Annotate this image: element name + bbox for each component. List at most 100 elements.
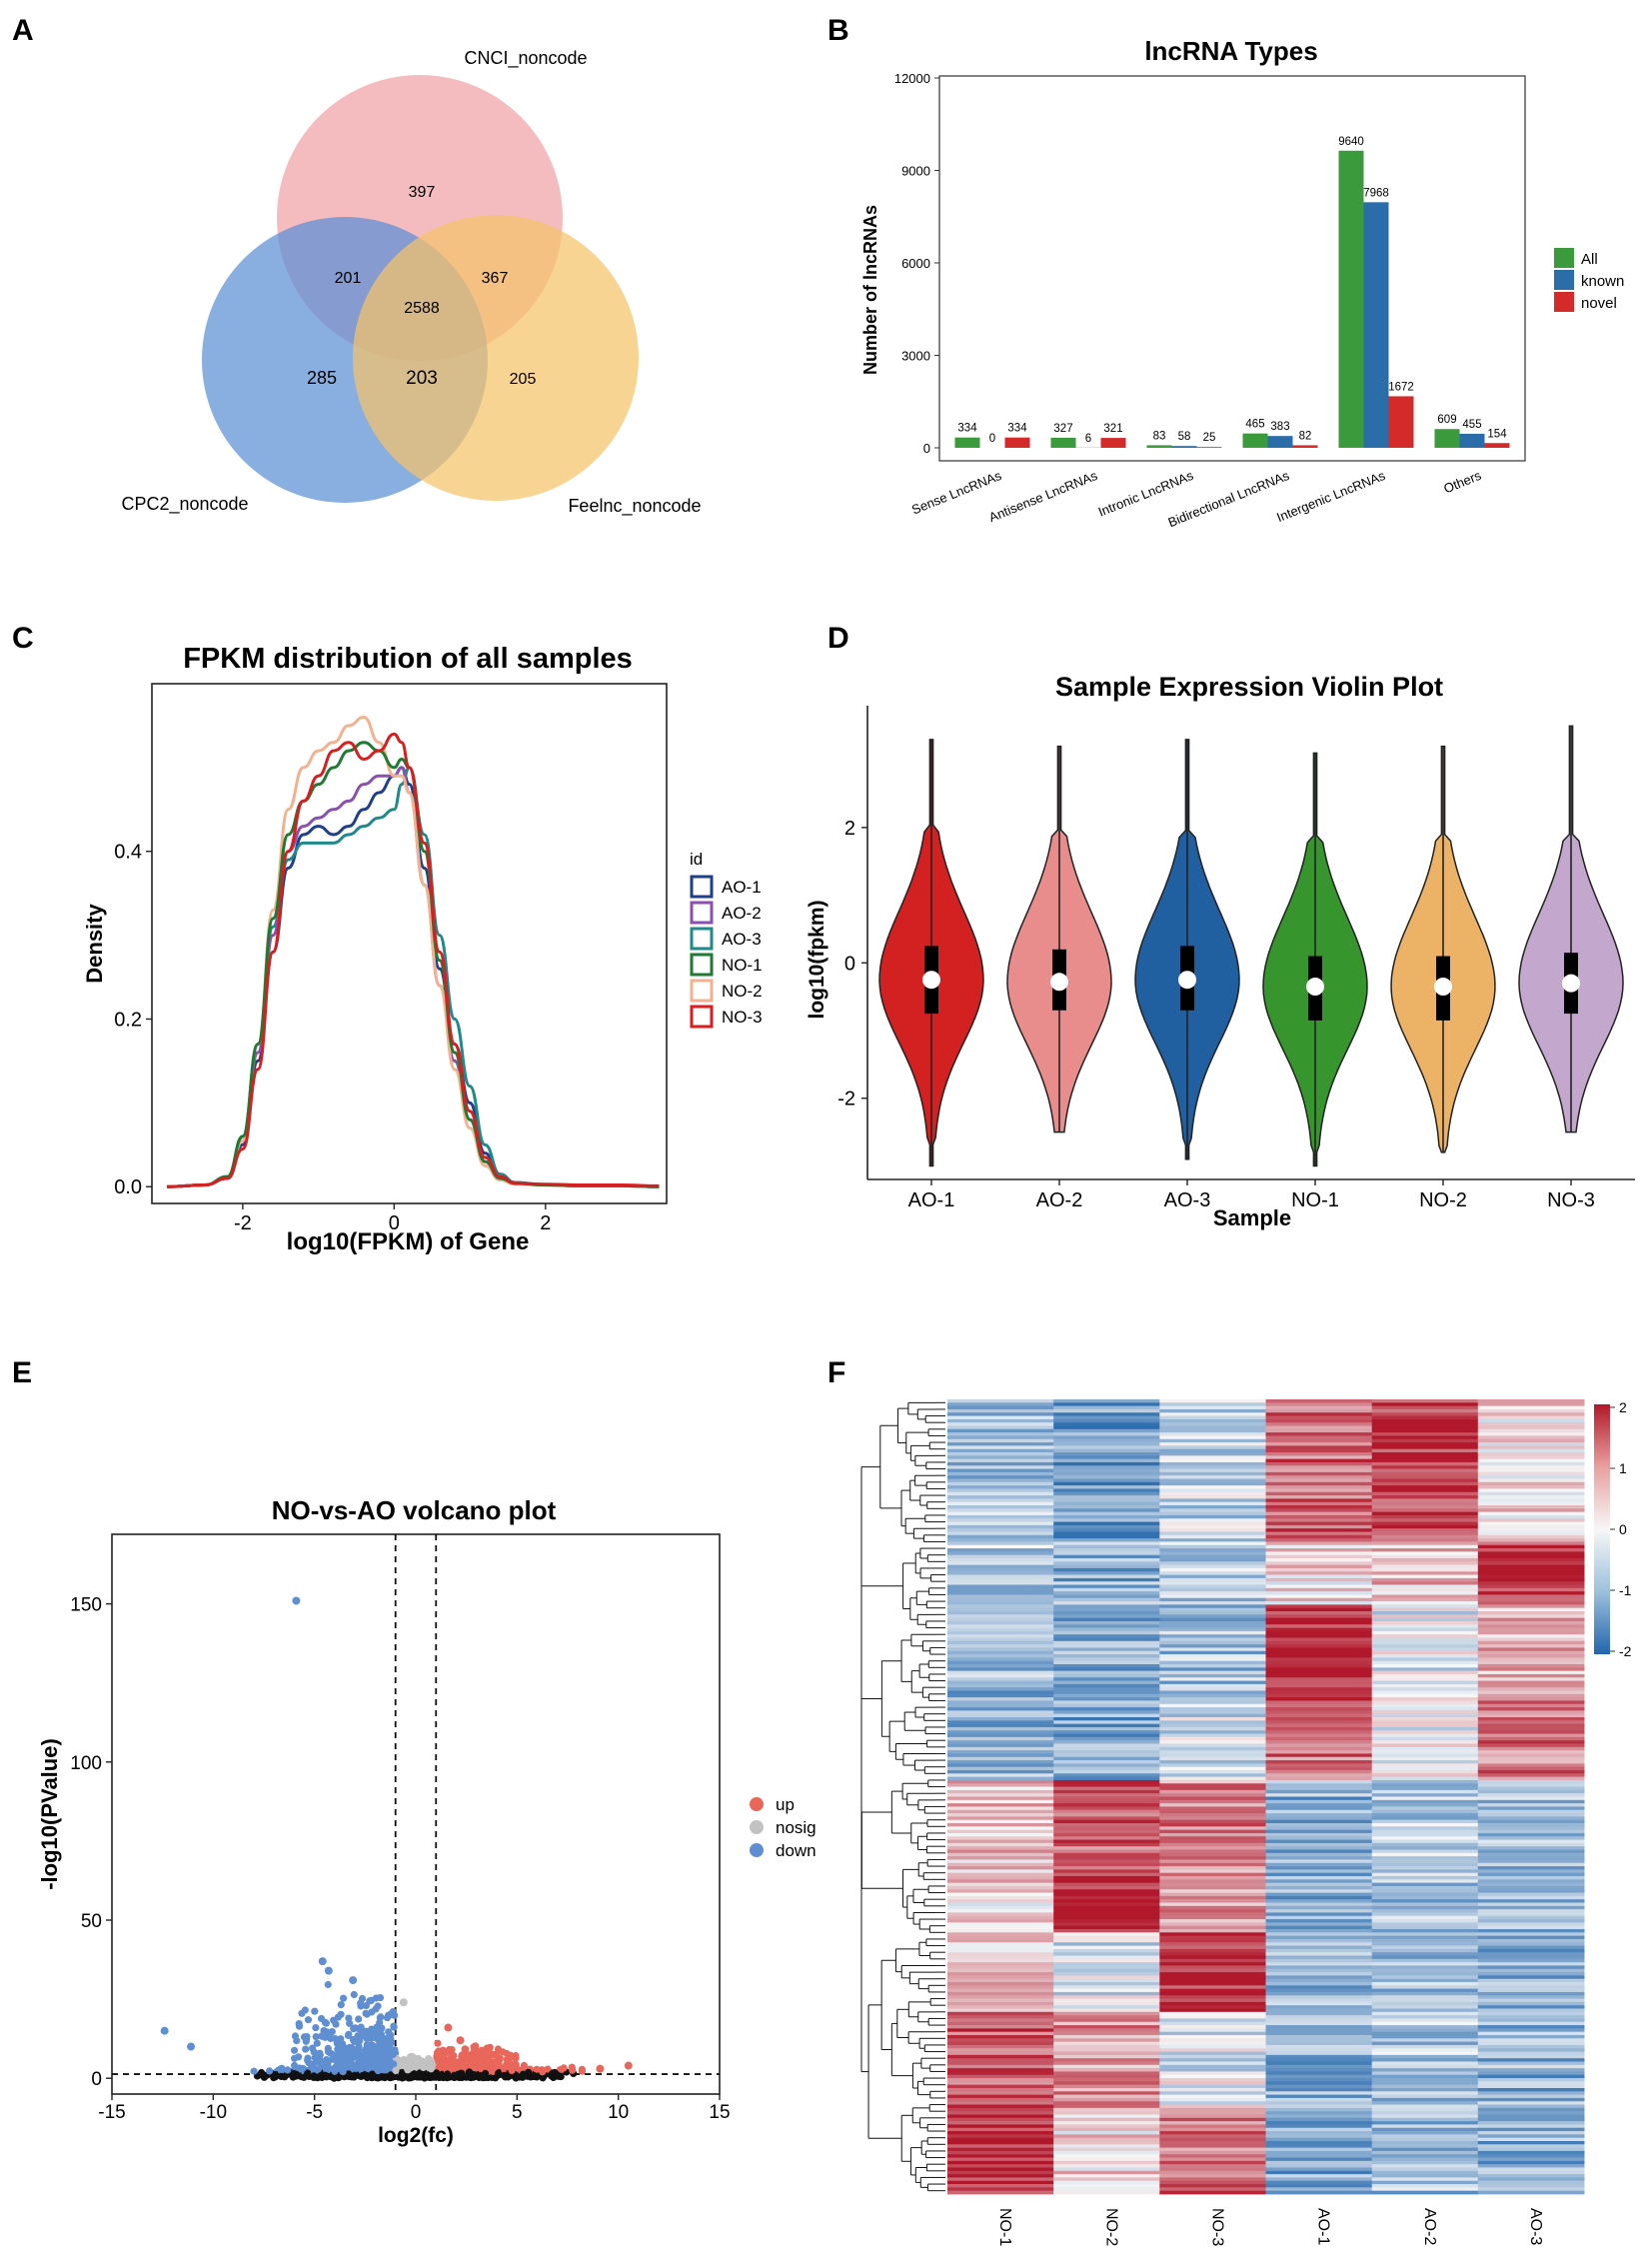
- heatmap-cell: [1265, 2174, 1373, 2178]
- heatmap-cell: [1265, 2137, 1373, 2142]
- heatmap-cell: [947, 2068, 1054, 2072]
- heatmap-cell: [1159, 1577, 1266, 1582]
- heatmap-cell: [1477, 1673, 1585, 1678]
- heatmap-cell: [1371, 1823, 1479, 1827]
- heatmap-cell: [1371, 2124, 1479, 2129]
- heatmap-cell: [1371, 1793, 1479, 1797]
- heatmap-cell: [947, 2190, 1054, 2195]
- heatmap-cell: [1371, 1856, 1479, 1860]
- heatmap-cell: [1265, 1458, 1373, 1463]
- heatmap-cell: [1053, 1948, 1160, 1953]
- heatmap-cell: [1265, 1501, 1373, 1506]
- heatmap-cell: [1159, 2028, 1266, 2033]
- heatmap-cell: [1265, 2031, 1373, 2036]
- heatmap-cell: [947, 2008, 1054, 2013]
- heatmap-cell: [1265, 1750, 1373, 1754]
- heatmap-cell: [1053, 1813, 1160, 1817]
- heatmap-cell: [1159, 1422, 1266, 1426]
- heatmap-cell: [1477, 1779, 1585, 1784]
- heatmap-cell: [1265, 2111, 1373, 2115]
- heatmap-cell: [1477, 1826, 1585, 1831]
- heatmap-cell: [1371, 1514, 1479, 1519]
- heatmap-cell: [1053, 1690, 1160, 1695]
- heatmap-cell: [1053, 1839, 1160, 1844]
- heatmap-cell: [1477, 1508, 1585, 1513]
- heatmap-cell: [1265, 1922, 1373, 1927]
- heatmap-cell: [1159, 1554, 1266, 1559]
- x-tick-label: -15: [98, 2102, 125, 2123]
- heatmap-cell: [1053, 1766, 1160, 1771]
- volcano-point-down: [324, 1980, 332, 1989]
- heatmap-cell: [1159, 1408, 1266, 1413]
- heatmap-cell: [947, 1468, 1054, 1473]
- volcano-point-up: [471, 2045, 479, 2053]
- heatmap-cell: [947, 1982, 1054, 1986]
- heatmap-cell: [1053, 1836, 1160, 1840]
- heatmap-cell: [1053, 1448, 1160, 1453]
- heatmap-cell: [1477, 2170, 1585, 2175]
- heatmap-cell: [1265, 1418, 1373, 1423]
- heatmap-cell: [947, 2127, 1054, 2132]
- heatmap-cell: [1371, 1819, 1479, 1824]
- heatmap-cell: [1159, 1942, 1266, 1946]
- heatmap-cell: [1265, 1422, 1373, 1426]
- legend-dot-down: [750, 1843, 764, 1857]
- heatmap-cell: [1053, 2150, 1160, 2155]
- heatmap-cell: [1477, 1630, 1585, 1635]
- heatmap-cell: [1265, 1909, 1373, 1913]
- heatmap-cell: [1265, 1548, 1373, 1552]
- heatmap-cell: [1159, 1591, 1266, 1595]
- heatmap-cell: [947, 2044, 1054, 2049]
- heatmap-cell: [1265, 1551, 1373, 1556]
- heatmap-cell: [1371, 1594, 1479, 1599]
- heatmap-cell: [947, 1501, 1054, 1506]
- heatmap-cell: [1265, 1793, 1373, 1797]
- heatmap-cell: [1265, 1531, 1373, 1536]
- heatmap-cell: [1371, 2021, 1479, 2026]
- heatmap-cell: [1159, 1753, 1266, 1758]
- heatmap-cell: [947, 1465, 1054, 1469]
- heatmap-cell: [1371, 2001, 1479, 2006]
- heatmap-cell: [1159, 1736, 1266, 1741]
- heatmap-cell: [1159, 2114, 1266, 2119]
- heatmap-cell: [1053, 1826, 1160, 1831]
- heatmap-cell: [1477, 1428, 1585, 1433]
- heatmap-cell: [1371, 1630, 1479, 1635]
- heatmap-cell: [1159, 1551, 1266, 1556]
- heatmap-cell: [1477, 1660, 1585, 1665]
- heatmap-cell: [947, 1455, 1054, 1460]
- heatmap-cell: [1265, 2088, 1373, 2092]
- heatmap-cell: [1265, 1591, 1373, 1595]
- volcano-point-up: [456, 2036, 465, 2045]
- heatmap-cell: [1265, 1929, 1373, 1933]
- heatmap-cell: [947, 1892, 1054, 1897]
- heatmap-cell: [1265, 1813, 1373, 1817]
- heatmap-cell: [1265, 1640, 1373, 1645]
- heatmap-cell: [947, 1544, 1054, 1549]
- heatmap-cell: [947, 1710, 1054, 1715]
- heatmap-cell: [1265, 1541, 1373, 1546]
- heatmap-cell: [1053, 1958, 1160, 1963]
- bar-novel: [1004, 437, 1030, 448]
- heatmap-cell: [1053, 1736, 1160, 1741]
- heatmap-cell: [1159, 1611, 1266, 1615]
- heatmap-cell: [947, 1717, 1054, 1721]
- heatmap-cell: [947, 1862, 1054, 1867]
- heatmap-cell: [1477, 1796, 1585, 1801]
- heatmap-cell: [1159, 2177, 1266, 2182]
- heatmap-cell: [947, 2177, 1054, 2182]
- heatmap-cell: [1371, 1922, 1479, 1927]
- heatmap-cell: [1265, 1902, 1373, 1907]
- heatmap-cell: [1159, 2131, 1266, 2135]
- heatmap-cell: [1477, 2015, 1585, 2019]
- heatmap-cell: [1371, 1998, 1479, 2003]
- heatmap-cell: [1477, 2084, 1585, 2089]
- heatmap-cell: [1159, 2127, 1266, 2132]
- heatmap-cell: [1159, 1958, 1266, 1963]
- heatmap-cell: [1159, 1978, 1266, 1983]
- heatmap-cell: [1053, 2174, 1160, 2178]
- violin-median-dot: [1306, 978, 1324, 997]
- heatmap-cell: [1371, 1879, 1479, 1884]
- heatmap-cell: [1053, 2177, 1160, 2182]
- heatmap-cell: [1265, 2150, 1373, 2155]
